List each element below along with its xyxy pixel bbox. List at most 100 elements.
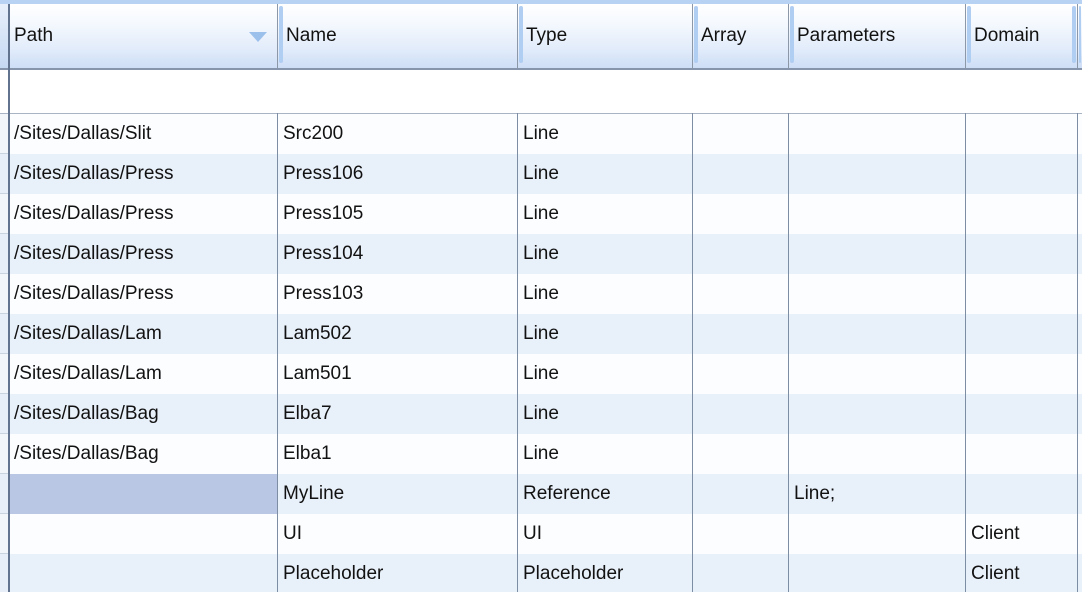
cell-name[interactable]: Press104	[283, 243, 364, 264]
cell-name[interactable]: Placeholder	[283, 563, 384, 584]
cell-array[interactable]	[692, 394, 788, 434]
cell-array[interactable]	[692, 474, 788, 514]
grid-top-accent-strip	[0, 0, 1082, 4]
cell-parameters[interactable]: Line;	[794, 483, 836, 504]
cell-array[interactable]	[692, 234, 788, 274]
cell-type[interactable]: Reference	[523, 483, 611, 504]
cell-parameters[interactable]	[788, 154, 965, 194]
cell-array[interactable]	[692, 434, 788, 474]
row-header[interactable]	[0, 434, 10, 474]
cell-array[interactable]	[692, 514, 788, 554]
cell-parameters[interactable]	[788, 314, 965, 354]
cell-path[interactable]: /Sites/Dallas/Press	[14, 283, 174, 304]
cell-path[interactable]	[10, 554, 277, 592]
row-header[interactable]	[0, 194, 10, 234]
cell-type[interactable]: Placeholder	[523, 563, 624, 584]
table-row: /Sites/Dallas/Slit Src200 Line	[0, 114, 1082, 154]
row-header[interactable]	[0, 474, 10, 514]
row-header[interactable]	[0, 314, 10, 354]
cell-name[interactable]: Press103	[283, 283, 364, 304]
cell-domain[interactable]	[965, 194, 1077, 234]
cell-domain[interactable]	[965, 154, 1077, 194]
row-header[interactable]	[0, 114, 10, 154]
cell-parameters[interactable]	[788, 274, 965, 314]
cell-type[interactable]: UI	[523, 523, 542, 544]
cell-name[interactable]: Press105	[283, 203, 364, 224]
cell-domain[interactable]	[965, 354, 1077, 394]
column-header-array[interactable]: Array	[692, 4, 788, 68]
cell-path[interactable]: /Sites/Dallas/Lam	[14, 323, 162, 344]
column-gridline	[965, 113, 966, 592]
row-header[interactable]	[0, 514, 10, 554]
select-all-corner[interactable]	[0, 4, 10, 68]
cell-path[interactable]: /Sites/Dallas/Press	[14, 163, 174, 184]
cell-domain[interactable]: Client	[971, 523, 1020, 544]
cell-path[interactable]	[10, 474, 277, 514]
cell-name[interactable]: MyLine	[283, 483, 345, 504]
cell-type[interactable]: Line	[523, 243, 559, 264]
cell-array[interactable]	[692, 154, 788, 194]
row-header[interactable]	[0, 274, 10, 314]
row-header[interactable]	[0, 394, 10, 434]
table-row: UI UI Client	[0, 514, 1082, 554]
data-grid-body: /Sites/Dallas/Slit Src200 Line/Sites/Dalla…	[0, 113, 1082, 592]
cell-path[interactable]: /Sites/Dallas/Bag	[14, 443, 159, 464]
column-header-type[interactable]: Type	[517, 4, 692, 68]
row-header[interactable]	[0, 154, 10, 194]
cell-domain[interactable]	[965, 274, 1077, 314]
row-header[interactable]	[0, 234, 10, 274]
cell-domain[interactable]	[965, 394, 1077, 434]
cell-domain[interactable]	[965, 314, 1077, 354]
column-header-path[interactable]: Path	[10, 4, 277, 68]
cell-type[interactable]: Line	[523, 403, 559, 424]
cell-path[interactable]: /Sites/Dallas/Lam	[14, 363, 162, 384]
cell-path[interactable]: /Sites/Dallas/Press	[14, 243, 174, 264]
cell-parameters[interactable]	[788, 394, 965, 434]
sort-descending-icon	[249, 32, 267, 42]
column-header-domain[interactable]: Domain	[965, 4, 1077, 68]
column-header-parameters[interactable]: Parameters	[788, 4, 965, 68]
cell-path[interactable]: /Sites/Dallas/Slit	[14, 123, 152, 144]
cell-domain[interactable]: Client	[971, 563, 1020, 584]
cell-domain[interactable]	[965, 434, 1077, 474]
cell-parameters[interactable]	[788, 354, 965, 394]
cell-parameters[interactable]	[788, 514, 965, 554]
cell-array[interactable]	[692, 554, 788, 592]
cell-type[interactable]: Line	[523, 323, 559, 344]
cell-path[interactable]	[10, 514, 277, 554]
cell-domain[interactable]	[965, 474, 1077, 514]
cell-path[interactable]: /Sites/Dallas/Press	[14, 203, 174, 224]
cell-domain[interactable]	[965, 114, 1077, 154]
column-header-label: Parameters	[797, 25, 896, 46]
cell-parameters[interactable]	[788, 194, 965, 234]
cell-path[interactable]: /Sites/Dallas/Bag	[14, 403, 159, 424]
cell-array[interactable]	[692, 354, 788, 394]
cell-array[interactable]	[692, 274, 788, 314]
cell-array[interactable]	[692, 114, 788, 154]
cell-type[interactable]: Line	[523, 363, 559, 384]
cell-array[interactable]	[692, 314, 788, 354]
cell-type[interactable]: Line	[523, 283, 559, 304]
cell-name[interactable]: Elba7	[283, 403, 332, 424]
column-header-name[interactable]: Name	[277, 4, 517, 68]
cell-name[interactable]: Src200	[283, 123, 344, 144]
cell-parameters[interactable]	[788, 234, 965, 274]
cell-name[interactable]: Lam501	[283, 363, 352, 384]
row-header[interactable]	[0, 354, 10, 394]
cell-array[interactable]	[692, 194, 788, 234]
row-header[interactable]	[0, 554, 10, 592]
cell-name[interactable]: Press106	[283, 163, 364, 184]
cell-type[interactable]: Line	[523, 203, 559, 224]
cell-name[interactable]: UI	[283, 523, 302, 544]
cell-domain[interactable]	[965, 234, 1077, 274]
column-gridline	[1077, 113, 1078, 592]
cell-parameters[interactable]	[788, 114, 965, 154]
cell-name[interactable]: Elba1	[283, 443, 332, 464]
column-header-filler	[1077, 4, 1082, 68]
cell-name[interactable]: Lam502	[283, 323, 352, 344]
cell-type[interactable]: Line	[523, 123, 559, 144]
cell-parameters[interactable]	[788, 554, 965, 592]
cell-type[interactable]: Line	[523, 443, 559, 464]
cell-parameters[interactable]	[788, 434, 965, 474]
cell-type[interactable]: Line	[523, 163, 559, 184]
